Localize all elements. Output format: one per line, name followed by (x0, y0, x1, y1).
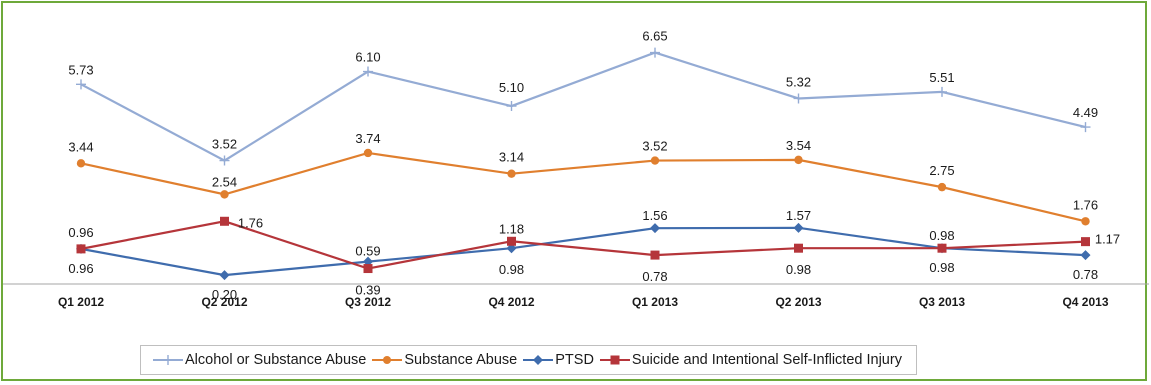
x-tick-label: Q3 2013 (919, 295, 965, 309)
x-tick-label: Q1 2013 (632, 295, 678, 309)
data-label: 3.14 (499, 150, 524, 165)
x-tick-label: Q4 2012 (488, 295, 534, 309)
legend-label: PTSD (555, 352, 594, 368)
data-label: 0.39 (355, 283, 380, 298)
data-label: 5.32 (786, 74, 811, 89)
legend-item: Suicide and Intentional Self-Inflicted I… (598, 352, 902, 368)
data-point-marker (220, 190, 229, 199)
data-point-marker (220, 216, 229, 226)
legend-item: Alcohol or Substance Abuse (151, 352, 366, 368)
data-label: 0.96 (68, 261, 93, 276)
data-point-marker (507, 169, 516, 178)
data-point-marker (937, 182, 947, 192)
data-point-marker (794, 243, 803, 253)
legend-swatch-icon (523, 355, 554, 365)
legend-item: PTSD (521, 352, 594, 368)
series-line (80, 51, 1086, 162)
data-point-marker (76, 244, 86, 254)
data-point-marker (363, 148, 373, 158)
data-point-marker (650, 156, 660, 165)
data-label: 5.10 (499, 80, 524, 95)
data-point-marker (76, 79, 86, 90)
legend-label: Substance Abuse (404, 352, 518, 368)
data-label: 3.74 (355, 131, 380, 146)
x-tick-label: Q3 2012 (345, 295, 391, 309)
data-label: 5.51 (929, 70, 954, 85)
data-point-marker (363, 264, 373, 274)
x-tick-label: Q4 2013 (1062, 295, 1108, 309)
data-label: 3.52 (642, 139, 667, 154)
data-point-marker (76, 159, 86, 168)
data-label: 3.54 (786, 138, 811, 153)
legend-box: Alcohol or Substance Abuse Substance Abus… (140, 345, 917, 375)
data-label: 6.65 (642, 29, 667, 44)
x-tick-label: Q2 2012 (201, 295, 247, 309)
data-label: 0.98 (786, 262, 811, 277)
legend-swatch-icon (372, 356, 403, 364)
data-point-marker (507, 236, 516, 246)
data-label: 4.49 (1073, 105, 1098, 120)
data-point-marker (1080, 250, 1091, 261)
data-point-marker (937, 86, 947, 97)
data-point-marker (793, 93, 804, 104)
series-line (80, 226, 1086, 277)
data-point-marker (219, 155, 230, 166)
data-label: 1.76 (238, 215, 263, 230)
series-line (80, 220, 1086, 270)
line-chart: Q1 2012 Q2 2012 Q3 2012 Q4 2012 Q1 2013 Q2 20… (3, 29, 1149, 309)
data-label: 1.76 (1073, 197, 1098, 212)
data-label: 3.52 (212, 137, 237, 152)
data-point-marker (1080, 122, 1091, 133)
data-label: 0.98 (929, 260, 954, 275)
data-label: 0.98 (929, 228, 954, 243)
legend-swatch-icon (599, 355, 630, 365)
data-label: 1.57 (786, 208, 811, 223)
data-label: 0.59 (355, 244, 380, 259)
data-label: 1.18 (499, 221, 524, 236)
data-label: 0.96 (68, 225, 93, 240)
chart-legend: Alcohol or Substance Abuse Substance Abus… (140, 344, 1151, 376)
data-point-marker (650, 223, 660, 234)
data-point-marker (793, 222, 804, 233)
series-line (80, 151, 1086, 223)
data-point-marker (1081, 237, 1090, 247)
legend-item: Substance Abuse (370, 352, 517, 368)
data-point-marker (794, 155, 803, 165)
data-label: 1.56 (642, 208, 667, 223)
data-label: 0.98 (499, 262, 524, 277)
data-label: 6.10 (355, 50, 380, 65)
data-label: 2.54 (212, 174, 237, 189)
data-label: 0.78 (642, 269, 667, 284)
legend-label: Alcohol or Substance Abuse (185, 352, 367, 368)
legend-swatch-icon (153, 355, 183, 365)
data-label: 0.78 (1073, 267, 1098, 282)
data-label: 2.75 (929, 163, 954, 178)
legend-label: Suicide and Intentional Self-Inflicted I… (631, 352, 902, 368)
data-label: 0.20 (212, 287, 237, 302)
x-tick-label: Q1 2012 (58, 295, 104, 309)
data-point-marker (363, 66, 373, 77)
data-label: 1.17 (1095, 232, 1120, 247)
data-label: 3.44 (68, 139, 93, 154)
x-tick-label: Q2 2013 (775, 295, 821, 309)
data-point-marker (937, 243, 947, 253)
data-point-marker (506, 101, 517, 112)
data-point-marker (1081, 217, 1090, 226)
data-point-marker (650, 47, 660, 58)
data-point-marker (219, 270, 230, 281)
data-label: 5.73 (68, 62, 93, 77)
data-point-marker (650, 250, 660, 260)
